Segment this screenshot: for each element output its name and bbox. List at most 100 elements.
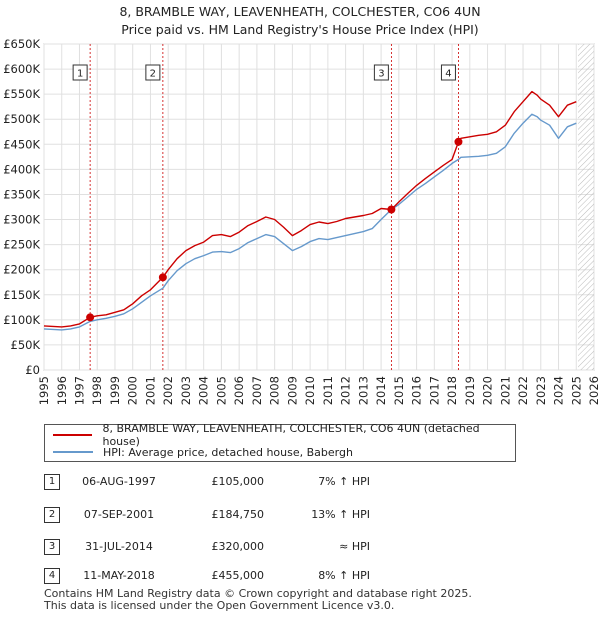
title-line-2: Price paid vs. HM Land Registry's House … xyxy=(121,22,479,37)
x-tick-label: 2018 xyxy=(445,376,459,405)
x-tick-label: 2009 xyxy=(285,376,299,405)
x-tick-label: 2004 xyxy=(197,376,211,405)
plot-area xyxy=(43,43,595,371)
x-tick-label: 1997 xyxy=(73,376,87,405)
event-label-box xyxy=(373,64,389,81)
legend-label-property: 8, BRAMBLE WAY, LEAVENHEATH, COLCHESTER,… xyxy=(102,422,480,448)
x-tick-label: 1999 xyxy=(108,376,122,405)
x-tick-label: 2010 xyxy=(303,376,317,405)
x-tick-label: 2005 xyxy=(214,376,228,405)
x-tick-label: 2002 xyxy=(161,376,175,405)
x-tick-label: 1995 xyxy=(37,376,51,405)
property-price-line xyxy=(43,90,577,328)
event-row: 2 07-SEP-2001 £184,750 13% ↑ HPI xyxy=(44,505,384,525)
y-tick-label: £350K xyxy=(3,187,40,201)
sale-point xyxy=(454,137,463,146)
x-tick-label: 2019 xyxy=(463,376,477,405)
x-tick-label: 2016 xyxy=(410,376,424,405)
event-hpi-comparison: ≈ HPI xyxy=(339,540,370,553)
sale-point xyxy=(387,205,396,214)
legend-swatch-hpi xyxy=(53,451,93,453)
y-tick-label: £500K xyxy=(3,112,40,126)
event-row: 4 11-MAY-2018 £455,000 8% ↑ HPI xyxy=(44,566,384,586)
x-tick-label: 1996 xyxy=(55,376,69,405)
y-tick-label: £550K xyxy=(3,87,40,101)
x-tick-label: 2011 xyxy=(321,376,335,405)
event-label-text: 4 xyxy=(445,69,451,80)
y-tick-label: £300K xyxy=(3,213,40,227)
y-tick-label: £0 xyxy=(25,363,40,377)
x-tick-label: 2025 xyxy=(569,376,583,405)
event-number: 3 xyxy=(44,539,60,555)
event-row: 3 31-JUL-2014 £320,000 ≈ HPI xyxy=(44,537,384,557)
event-price: £105,000 xyxy=(211,475,265,488)
x-tick-label: 2020 xyxy=(481,376,495,405)
event-hpi-comparison: 7% ↑ HPI xyxy=(318,475,370,488)
legend: 8, BRAMBLE WAY, LEAVENHEATH, COLCHESTER,… xyxy=(44,422,516,462)
forecast-hatch xyxy=(578,44,594,370)
title-line-1: 8, BRAMBLE WAY, LEAVENHEATH, COLCHESTER,… xyxy=(119,4,481,19)
event-hpi-comparison: 13% ↑ HPI xyxy=(311,508,370,521)
event-hpi-comparison: 8% ↑ HPI xyxy=(318,569,370,582)
event-labels: 1 2 3 4 xyxy=(72,64,456,81)
legend-item-hpi: HPI: Average price, detached house, Babe… xyxy=(53,444,353,460)
x-tick-label: 2014 xyxy=(374,376,388,405)
sale-point xyxy=(86,313,95,322)
event-number: 4 xyxy=(44,568,60,584)
legend-swatch-property xyxy=(53,434,93,436)
event-label-box xyxy=(145,64,161,81)
event-date: 06-AUG-1997 xyxy=(82,475,156,488)
grid-lines xyxy=(43,43,595,371)
y-tick-label: £250K xyxy=(3,238,40,252)
event-date: 11-MAY-2018 xyxy=(83,569,155,582)
x-tick-label: 2022 xyxy=(516,376,530,405)
event-label-text: 2 xyxy=(150,69,156,80)
x-tick-label: 2000 xyxy=(126,376,140,405)
event-date: 07-SEP-2001 xyxy=(83,508,155,521)
y-tick-label: £600K xyxy=(3,62,40,76)
event-price: £320,000 xyxy=(211,540,265,553)
y-tick-label: £100K xyxy=(3,313,40,327)
event-label-box xyxy=(440,64,456,81)
plot-frame xyxy=(43,43,595,371)
footer-copyright: Contains HM Land Registry data © Crown c… xyxy=(44,587,472,600)
y-tick-label: £150K xyxy=(3,288,40,302)
y-tick-label: £200K xyxy=(3,263,40,277)
y-tick-label: £650K xyxy=(3,37,40,51)
x-tick-label: 2012 xyxy=(339,376,353,405)
x-axis: 1995 1996 1997 1998 1999 2000 2001 2002 2003 2004… xyxy=(37,376,600,405)
sale-points xyxy=(86,137,463,322)
forecast-region xyxy=(578,44,594,370)
x-tick-label: 2021 xyxy=(498,376,512,405)
sale-point xyxy=(158,273,167,282)
x-tick-label: 1998 xyxy=(90,376,104,405)
legend-label-hpi: HPI: Average price, detached house, Babe… xyxy=(103,445,353,459)
x-tick-label: 2001 xyxy=(143,376,157,405)
event-row: 1 06-AUG-1997 £105,000 7% ↑ HPI xyxy=(44,472,384,492)
chart-title: 8, BRAMBLE WAY, LEAVENHEATH, COLCHESTER,… xyxy=(0,3,600,39)
hpi-line xyxy=(43,113,577,331)
legend-item-property: 8, BRAMBLE WAY, LEAVENHEATH, COLCHESTER,… xyxy=(53,422,515,448)
x-tick-label: 2024 xyxy=(552,376,566,405)
event-number: 1 xyxy=(44,474,60,490)
y-tick-label: £400K xyxy=(3,162,40,176)
event-price: £455,000 xyxy=(211,569,265,582)
event-price: £184,750 xyxy=(211,508,265,521)
x-tick-label: 2013 xyxy=(356,376,370,405)
x-tick-label: 2023 xyxy=(534,376,548,405)
y-axis: £0 £50K £100K £150K £200K £250K £300K £350K £400… xyxy=(3,37,40,377)
event-date: 31-JUL-2014 xyxy=(85,540,153,553)
x-tick-label: 2006 xyxy=(232,376,246,405)
event-number: 2 xyxy=(44,507,60,523)
price-chart: 1 2 3 4 £0 £50K £100K £150K £200K £250K £300K £350… xyxy=(3,37,600,405)
x-tick-label: 2008 xyxy=(268,376,282,405)
footer: Contains HM Land Registry data © Crown c… xyxy=(44,588,472,612)
x-tick-label: 2017 xyxy=(427,376,441,405)
y-tick-label: £450K xyxy=(3,137,40,151)
event-label-text: 1 xyxy=(77,69,83,80)
footer-licence: This data is licensed under the Open Gov… xyxy=(44,599,395,612)
y-tick-label: £50K xyxy=(11,338,41,352)
x-tick-label: 2026 xyxy=(587,376,600,405)
x-tick-label: 2015 xyxy=(392,376,406,405)
event-label-text: 3 xyxy=(378,69,384,80)
